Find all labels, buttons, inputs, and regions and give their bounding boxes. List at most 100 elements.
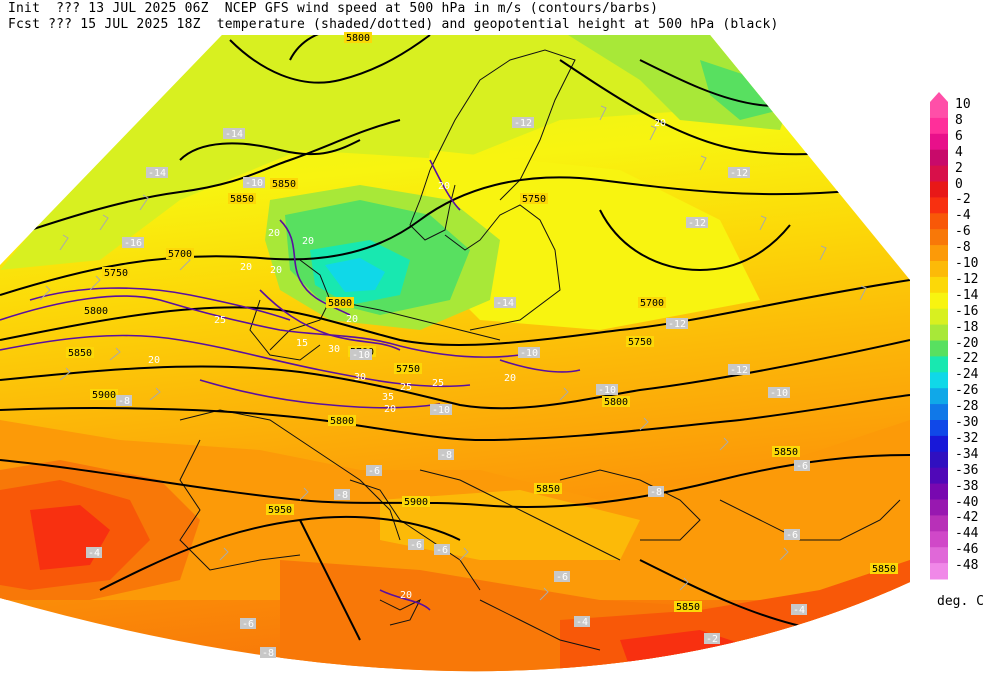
wind-speed-label: 20 [302,236,314,247]
color-scale-swatch [930,435,948,453]
color-scale-swatch [930,213,948,230]
color-scale-label: -42 [955,510,979,526]
height-contour-label-bg [326,297,354,308]
temperature-label: -16 [124,238,142,249]
temperature-label-bg [494,297,516,308]
temperature-label-bg [366,465,382,476]
height-contour-label-bg [520,193,548,204]
height-contour-label: 5900 [404,497,428,508]
height-contour-label: 5900 [92,390,116,401]
color-scale-swatch [930,292,948,310]
wind-speed-label: 20 [504,373,516,384]
temperature-label: -4 [576,617,588,628]
height-contour-label-bg [102,267,130,278]
color-scale-swatch [930,388,948,405]
height-contour-label: 5850 [536,484,560,495]
height-contour-label: 5800 [346,33,370,44]
wind-speed-contours [0,159,581,611]
temperature-label-bg [430,404,452,415]
height-contour-label: 5950 [268,505,292,516]
temperature-label: -8 [118,396,130,407]
temperature-label: -14 [496,298,514,309]
temperature-label: -12 [688,218,706,229]
height-contour-label-bg [626,336,654,347]
wind-speed-label: 35 [382,392,394,403]
height-contour-label-bg [344,32,372,43]
temperature-label: -10 [245,178,263,189]
coastlines [179,49,901,651]
temperature-label-bg [768,387,790,398]
color-scale-label: -16 [955,303,979,319]
color-scale-label: -2 [955,192,971,208]
height-contour-label: 5800 [84,306,108,317]
temperature-label: -10 [598,385,616,396]
color-scale-label: -6 [955,224,971,240]
height-contour-label-bg [534,483,562,494]
height-contour-label-bg [228,193,256,204]
color-scale-swatch [930,356,948,373]
temperature-label-bg [243,177,265,188]
height-contour-label: 5800 [604,397,628,408]
temperature-label: -6 [242,619,254,630]
height-contour-label: 5750 [104,268,128,279]
color-scale-label: -28 [955,399,979,415]
temperature-label-bg [116,395,132,406]
temperature-label: -10 [432,405,450,416]
temperature-labels: -14 -14 -10 -12 -12 -12 -10 -12 -14 -12 -16 -10 -10 -… [86,117,810,659]
color-scale-swatch [930,483,948,500]
temperature-label: -10 [352,350,370,361]
temperature-label-bg [791,604,807,615]
color-scale-swatch [930,245,948,262]
color-scale-swatch [930,102,948,119]
wind-barbs [39,105,867,601]
height-contour-label: 5850 [68,348,92,359]
wind-speed-label: 20 [240,262,252,273]
height-contour-label: 5800 [330,416,354,427]
color-scale-label: -14 [955,287,979,303]
color-scale-label: -34 [955,446,979,462]
height-contour-label: 5750 [628,337,652,348]
temperature-label-bg [240,618,256,629]
temperature-label: -6 [786,530,798,541]
temperature-label: -6 [368,466,380,477]
color-scale-swatch [930,133,948,151]
wind-speed-label: 25 [214,315,226,326]
wind-speed-label: 20 [268,228,280,239]
height-contour-label-bg [266,504,294,515]
color-scale-swatch [930,451,948,469]
height-contour-label-bg [82,305,110,316]
color-scale-label: 2 [955,160,963,176]
temperature-label-bg [223,128,245,139]
color-scale-swatch [930,515,948,532]
color-scale-top-arrow [930,92,948,102]
color-scale-swatch [930,229,948,246]
temperature-label-bg [784,529,800,540]
color-scale-swatch [930,181,948,198]
temperature-label-bg [574,616,590,627]
temperature-label-bg [596,384,618,395]
temperature-label: -12 [730,168,748,179]
temperature-label-bg [666,318,688,329]
wind-speed-label: 20 [346,314,358,325]
temperature-label: -8 [440,450,452,461]
wind-speed-label: 20 [438,181,450,192]
height-contour-label: 5800 [328,298,352,309]
height-contour-label: 5850 [230,194,254,205]
color-scale-label: 0 [955,176,963,192]
temperature-label: -2 [706,634,718,645]
temperature-label: -12 [730,365,748,376]
color-scale-label: -22 [955,351,979,367]
color-scale-label: -38 [955,478,979,494]
color-scale-label: -4 [955,208,971,224]
wind-speed-label: 30 [328,344,340,355]
temperature-label-bg [434,544,450,555]
wind-speed-label: 20 [400,590,412,601]
temperature-label: -14 [225,129,243,140]
temperature-label: -10 [770,388,788,399]
temperature-label: -6 [796,461,808,472]
color-scale-label: -24 [955,367,979,383]
temperature-label-bg [512,117,534,128]
